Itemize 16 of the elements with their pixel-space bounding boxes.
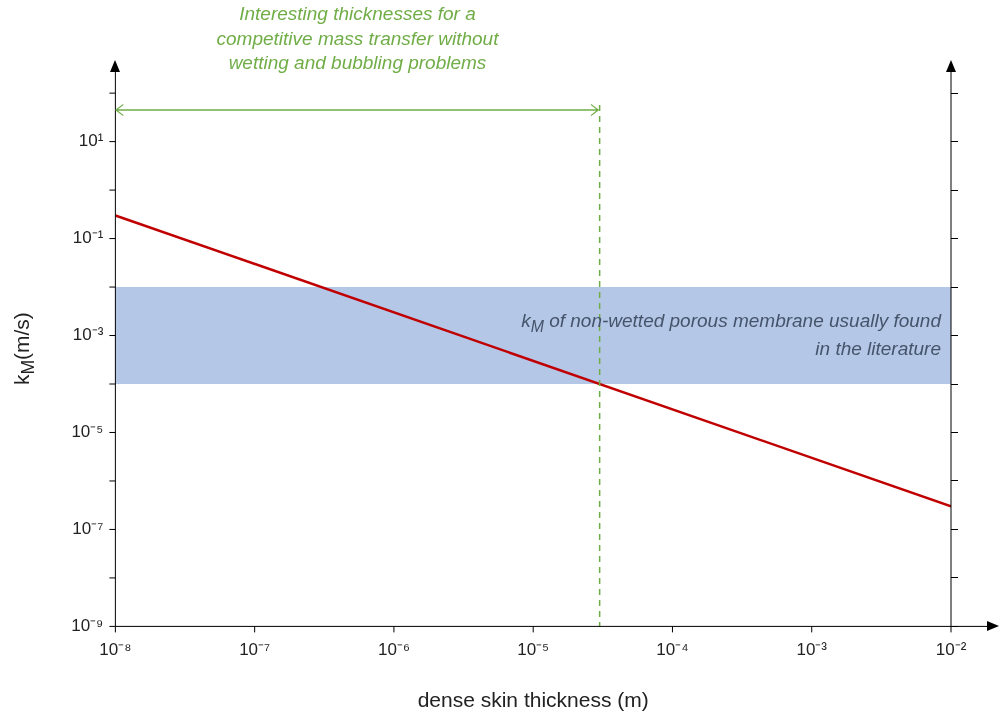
x-tick-label: 10⁻⁷	[239, 640, 271, 660]
x-tick-label: 10⁻⁶	[377, 640, 410, 660]
y-tick-label: 10⁻⁹	[71, 616, 104, 636]
x-tick-label: 10⁻³	[796, 640, 828, 660]
band-label: k$_{M}$ of non-wetted porous membrane usually found in the literature	[521, 309, 941, 362]
x-tick-label: 10⁻²	[935, 640, 967, 660]
y-tick-label: 10⁻¹	[72, 228, 104, 248]
x-tick-label: 10⁻⁵	[517, 640, 550, 660]
annotation: Interesting thicknesses for a competitive mass transfer without wetting and bubbling problems	[215, 2, 500, 76]
x-tick-label: 10⁻⁴	[656, 640, 689, 660]
y-tick-label: 10⁻³	[72, 325, 104, 345]
x-axis-title: dense skin thickness (m)	[417, 688, 649, 712]
x-tick-label: 10⁻⁸	[99, 640, 132, 660]
y-tick-label: 10⁻⁵	[71, 422, 104, 442]
y-tick-label: 10⁻⁷	[72, 519, 104, 539]
y-tick-label: 10¹	[78, 131, 104, 151]
